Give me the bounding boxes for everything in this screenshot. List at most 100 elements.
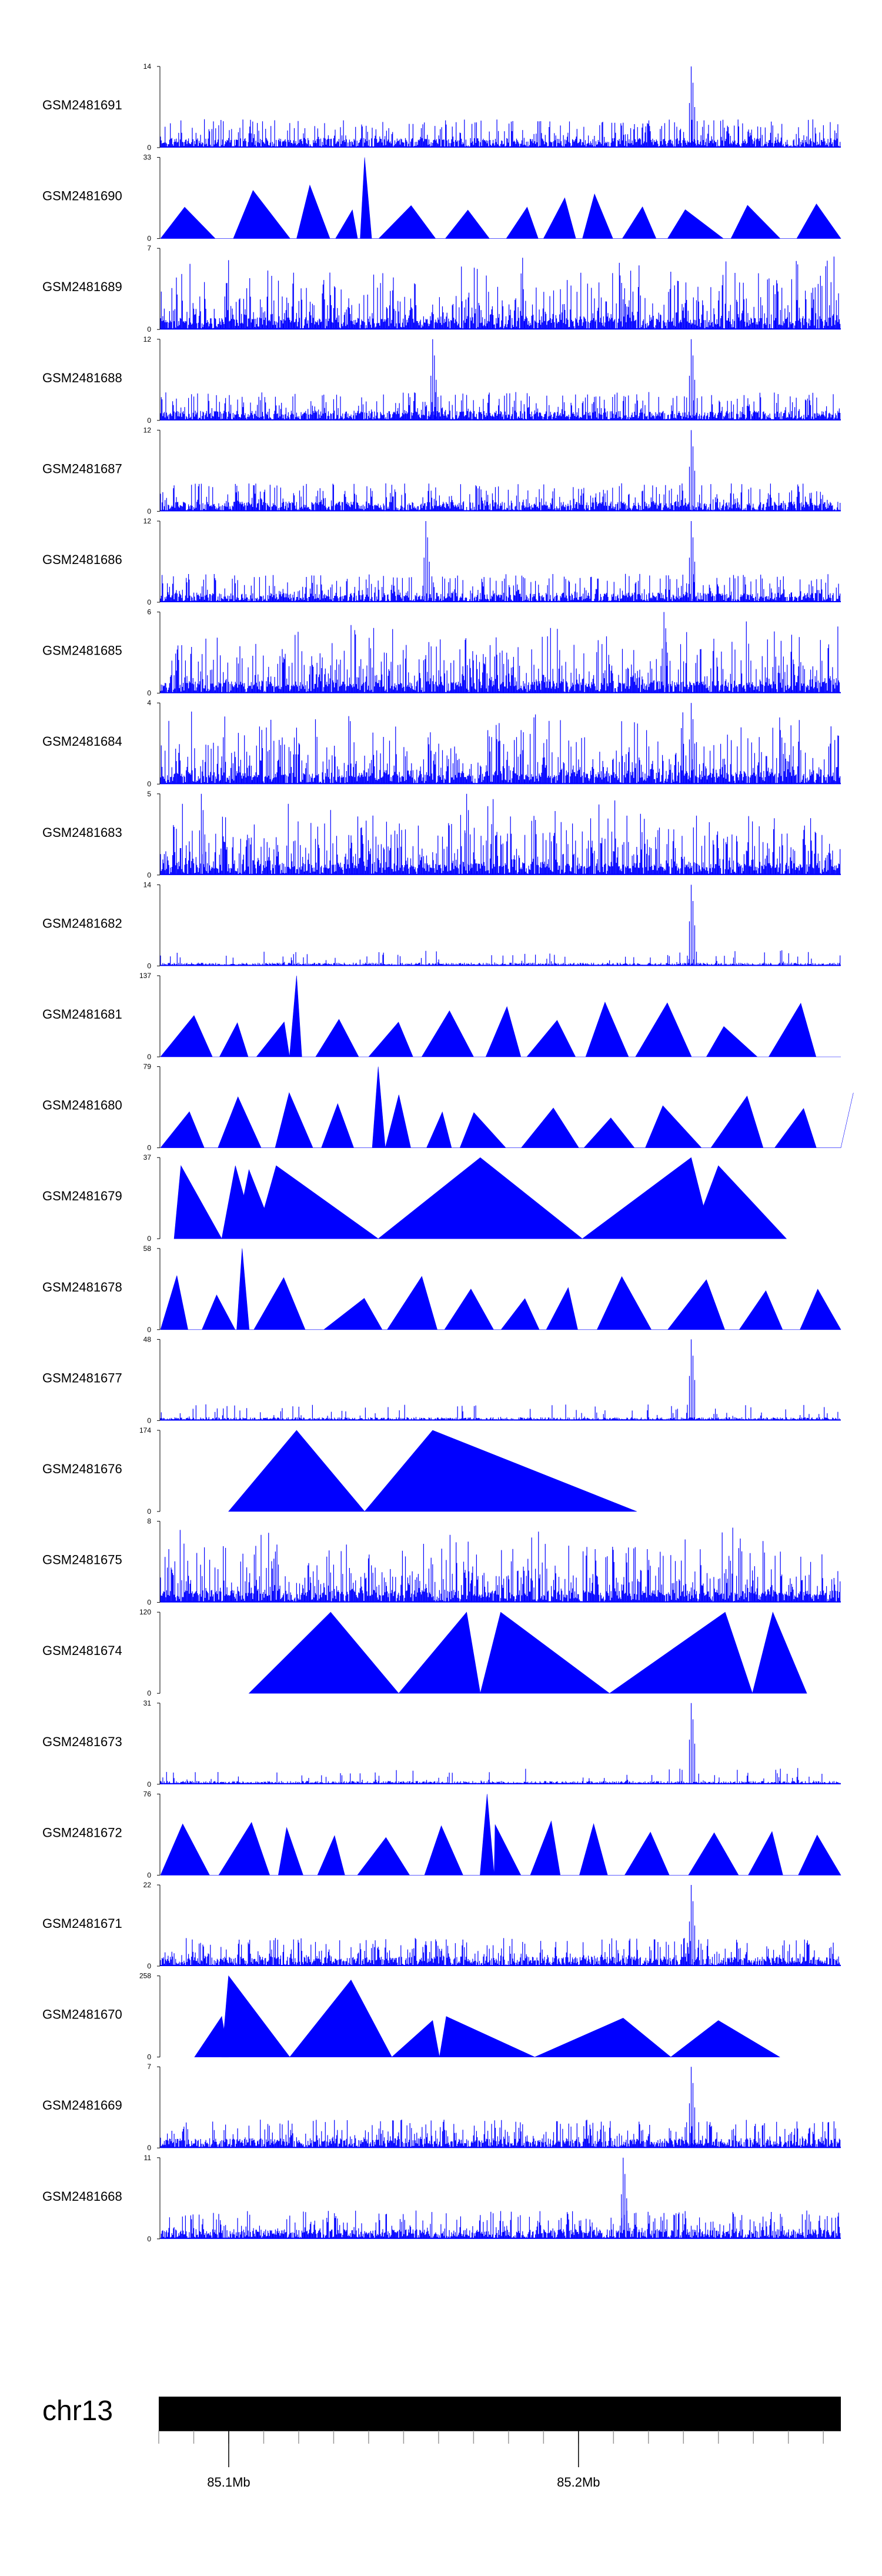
y-max-label: 14 <box>143 880 152 889</box>
signal-spikes <box>160 885 841 966</box>
track-GSM2481689: GSM2481689 7 0 <box>42 244 841 333</box>
y-min-label: 0 <box>147 325 151 333</box>
track-label: GSM2481672 <box>42 1825 122 1840</box>
signal-peak <box>582 1157 712 1239</box>
y-min-label: 0 <box>147 1507 151 1516</box>
y-min-label: 0 <box>147 780 151 788</box>
y-min-label: 0 <box>147 144 151 152</box>
signal-peak <box>534 2018 671 2057</box>
signal-peak <box>377 1157 583 1239</box>
track-label: GSM2481678 <box>42 1280 122 1294</box>
y-max-label: 6 <box>147 608 151 616</box>
y-max-label: 137 <box>139 972 151 980</box>
signal-area <box>160 1066 854 1148</box>
y-min-label: 0 <box>147 1871 151 1879</box>
y-max-label: 79 <box>143 1063 152 1071</box>
track-label: GSM2481671 <box>42 1916 122 1931</box>
track-GSM2481686: GSM2481686 12 0 <box>42 517 841 606</box>
track-GSM2481682: GSM2481682 14 0 <box>42 880 841 970</box>
track-GSM2481678: GSM2481678 58 0 <box>42 1244 841 1334</box>
track-label: GSM2481674 <box>42 1643 122 1658</box>
y-max-label: 76 <box>143 1790 152 1798</box>
track-label: GSM2481673 <box>42 1734 122 1749</box>
track-GSM2481674: GSM2481674 120 0 <box>42 1608 807 1697</box>
signal-peak <box>398 1611 481 1694</box>
y-min-label: 0 <box>147 871 151 879</box>
signal-peak <box>752 1611 807 1694</box>
y-min-label: 0 <box>147 2235 151 2243</box>
track-GSM2481676: GSM2481676 174 0 <box>42 1426 637 1516</box>
y-max-label: 58 <box>143 1244 152 1253</box>
track-label: GSM2481676 <box>42 1461 122 1476</box>
track-GSM2481681: GSM2481681 137 0 <box>42 972 841 1061</box>
signal-peak <box>289 1979 392 2057</box>
signal-peak <box>221 1975 290 2057</box>
position-label: 85.2Mb <box>557 2475 600 2490</box>
y-min-label: 0 <box>147 235 151 243</box>
y-max-label: 120 <box>139 1608 151 1616</box>
y-min-label: 0 <box>147 1780 151 1788</box>
track-label: GSM2481685 <box>42 643 122 658</box>
track-GSM2481687: GSM2481687 12 0 <box>42 426 841 515</box>
signal-spikes <box>160 703 841 785</box>
track-GSM2481668: GSM2481668 11 0 <box>42 2154 841 2243</box>
y-min-label: 0 <box>147 1144 151 1152</box>
y-max-label: 7 <box>147 2063 151 2071</box>
y-max-label: 12 <box>143 335 152 343</box>
track-label: GSM2481677 <box>42 1370 122 1385</box>
y-min-label: 0 <box>147 962 151 970</box>
y-max-label: 12 <box>143 426 152 434</box>
track-GSM2481684: GSM2481684 4 0 <box>42 699 841 788</box>
signal-area <box>160 157 841 239</box>
signal-peak <box>173 1165 222 1239</box>
track-label: GSM2481688 <box>42 371 122 385</box>
track-label: GSM2481686 <box>42 552 122 567</box>
y-max-label: 8 <box>147 1517 151 1526</box>
y-min-label: 0 <box>147 598 151 606</box>
track-label: GSM2481668 <box>42 2189 122 2204</box>
track-label: GSM2481680 <box>42 1098 122 1113</box>
track-GSM2481688: GSM2481688 12 0 <box>42 335 841 425</box>
track-label: GSM2481684 <box>42 734 122 749</box>
y-min-label: 0 <box>147 1599 151 1607</box>
signal-spikes <box>160 2067 841 2148</box>
track-label: GSM2481669 <box>42 2098 122 2113</box>
track-GSM2481685: GSM2481685 6 0 <box>42 608 841 698</box>
track-label: GSM2481687 <box>42 461 122 476</box>
y-min-label: 0 <box>147 507 151 515</box>
signal-peak <box>609 1611 753 1694</box>
tracks-layer: GSM2481691140GSM2481690330GSM248168970GS… <box>42 62 854 2243</box>
y-max-label: 258 <box>139 1972 151 1980</box>
signal-spikes <box>160 793 841 875</box>
signal-peak <box>439 2016 535 2057</box>
y-min-label: 0 <box>147 1053 151 1061</box>
track-GSM2481683: GSM2481683 5 0 <box>42 790 841 879</box>
signal-peak <box>364 1430 637 1512</box>
track-GSM2481691: GSM2481691 14 0 <box>42 62 841 152</box>
signal-peak <box>670 2020 780 2057</box>
track-label: GSM2481675 <box>42 1553 122 1567</box>
track-GSM2481677: GSM2481677 48 0 <box>42 1335 841 1424</box>
chromosome-label: chr13 <box>42 2395 113 2427</box>
signal-spikes <box>160 1339 841 1421</box>
track-GSM2481690: GSM2481690 33 0 <box>42 154 841 243</box>
y-min-label: 0 <box>147 1962 151 1970</box>
signal-spikes <box>160 339 841 421</box>
signal-peak <box>391 2020 440 2057</box>
y-min-label: 0 <box>147 1234 151 1243</box>
y-max-label: 11 <box>144 2154 152 2162</box>
signal-peak <box>691 1165 787 1239</box>
y-max-label: 4 <box>147 699 151 707</box>
track-GSM2481670: GSM2481670 258 0 <box>42 1972 780 2061</box>
track-GSM2481672: GSM2481672 76 0 <box>42 1790 841 1879</box>
track-GSM2481671: GSM2481671 22 0 <box>42 1881 841 1970</box>
y-max-label: 22 <box>143 1881 152 1889</box>
signal-peak <box>255 1165 379 1239</box>
signal-spikes <box>160 2157 841 2239</box>
track-GSM2481673: GSM2481673 31 0 <box>42 1699 841 1788</box>
track-label: GSM2481681 <box>42 1007 122 1022</box>
y-min-label: 0 <box>147 416 151 425</box>
signal-spikes <box>160 430 841 512</box>
signal-spikes <box>160 256 841 330</box>
